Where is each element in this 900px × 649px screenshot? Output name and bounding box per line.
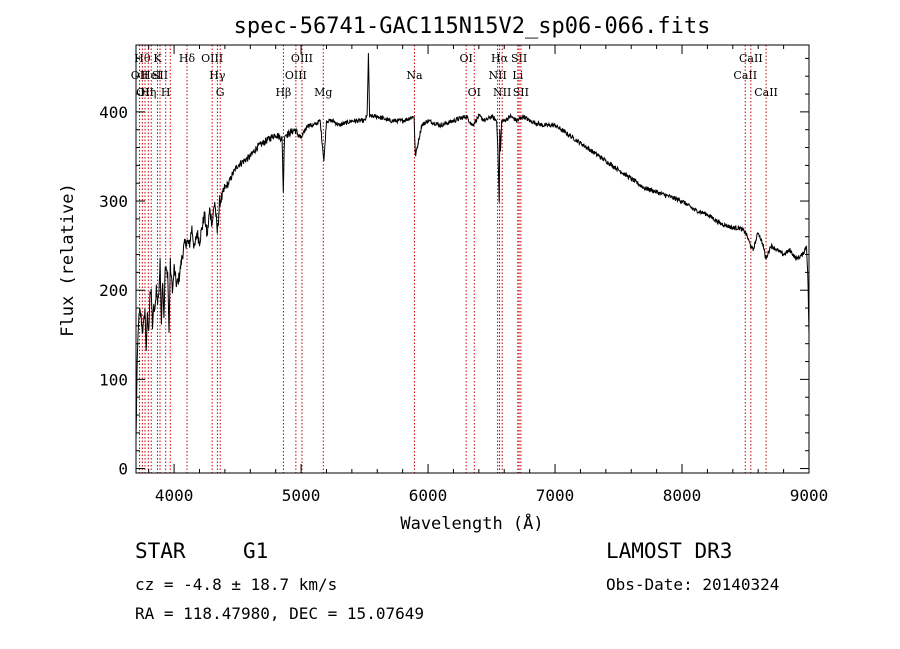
x-tick-label-0: 4000: [155, 486, 194, 505]
line-label-27: CaII: [739, 52, 763, 65]
x-tick-label-1: 5000: [282, 486, 321, 505]
line-label-9: Hδ: [179, 52, 196, 65]
obs-date-text: Obs-Date: 20140324: [606, 575, 780, 594]
y-tick-label-3: 300: [99, 192, 128, 211]
survey-label: LAMOST DR3: [606, 539, 733, 563]
line-label-7: H: [161, 86, 171, 99]
line-label-18: OI: [459, 52, 472, 65]
line-label-21: Hα: [491, 52, 509, 65]
line-label-28: CaII: [754, 86, 778, 99]
redshift-text: cz = -4.8 ± 18.7 km/s: [135, 575, 338, 594]
line-label-12: G: [216, 86, 225, 99]
line-label-2: OII: [136, 86, 154, 99]
line-label-17: Na: [406, 69, 423, 82]
line-label-25: SII: [513, 86, 529, 99]
line-label-14: OIII: [285, 69, 307, 82]
line-label-0: OII: [131, 69, 149, 82]
line-label-15: OIII: [291, 52, 313, 65]
line-label-23: Li: [512, 69, 523, 82]
line-label-6: SII: [152, 69, 168, 82]
line-label-5: K: [153, 52, 162, 65]
line-label-22: NII: [493, 86, 511, 99]
x-tick-label-5: 9000: [790, 486, 829, 505]
x-tick-label-4: 8000: [663, 486, 702, 505]
line-label-16: Mg: [314, 86, 332, 99]
spectrum-line: [135, 52, 810, 440]
x-axis-label: Wavelength (Å): [400, 512, 543, 534]
y-tick-label-2: 200: [99, 281, 128, 300]
line-label-13: Hβ: [275, 86, 291, 99]
line-label-19: OI: [468, 86, 481, 99]
chart-title: spec-56741-GAC115N15V2_sp06-066.fits: [234, 14, 711, 39]
axis-ticks: 4000 5000 6000 7000 8000 9000 0 100 200 300 400: [99, 45, 828, 505]
line-label-26: CaII: [733, 69, 757, 82]
line-label-3: Hη: [140, 86, 156, 99]
object-type-label: STAR: [135, 539, 186, 563]
line-label-4: HeI: [141, 69, 161, 82]
y-tick-label-0: 0: [118, 460, 128, 479]
spectrum-series: [135, 52, 810, 440]
y-tick-label-4: 400: [99, 103, 128, 122]
subclass-label: G1: [243, 539, 269, 563]
coordinates-text: RA = 118.47980, DEC = 15.07649: [135, 604, 424, 623]
line-label-20: NII: [488, 69, 506, 82]
x-tick-label-3: 7000: [536, 486, 575, 505]
y-axis-label: Flux (relative): [58, 183, 78, 337]
plot-frame: [135, 44, 810, 474]
x-tick-label-2: 6000: [409, 486, 448, 505]
line-label-24: SII: [511, 52, 527, 65]
line-label-10: OIII: [201, 52, 223, 65]
line-label-11: Hγ: [209, 69, 226, 82]
y-tick-label-1: 100: [99, 370, 128, 389]
line-label-1: Hθ: [134, 52, 151, 65]
